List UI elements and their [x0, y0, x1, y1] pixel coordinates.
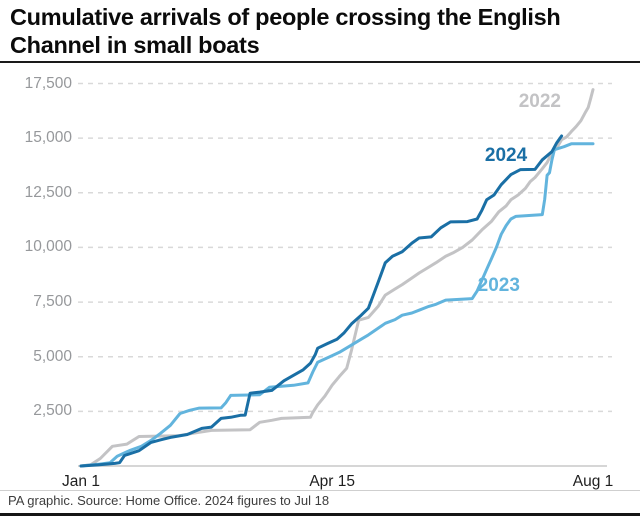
- footer-divider-rule: [0, 490, 640, 491]
- series-label-2022: 2022: [518, 91, 561, 113]
- series-label-2024: 2024: [484, 145, 528, 167]
- y-tick-label: 2,500: [33, 402, 72, 420]
- source-credit: PA graphic. Source: Home Office. 2024 fi…: [8, 493, 330, 508]
- x-tick-label: Jan 1: [62, 473, 100, 490]
- y-tick-label: 15,000: [24, 129, 72, 147]
- chart-title: Cumulative arrivals of people crossing t…: [10, 4, 561, 58]
- series-line-2024: [79, 134, 564, 468]
- series-label-2023: 2023: [477, 275, 520, 297]
- title-divider-rule: [0, 61, 640, 63]
- x-tick-label: Aug 1: [572, 473, 614, 490]
- bottom-border-rule: [0, 513, 640, 516]
- y-tick-label: 10,000: [24, 238, 72, 256]
- x-tick-label: Apr 15: [309, 473, 355, 490]
- y-tick-label: 5,000: [33, 347, 72, 365]
- y-tick-label: 7,500: [33, 293, 72, 311]
- y-tick-label: 12,500: [24, 183, 72, 201]
- y-tick-label: 17,500: [24, 74, 72, 92]
- series-line-2023: [79, 142, 595, 468]
